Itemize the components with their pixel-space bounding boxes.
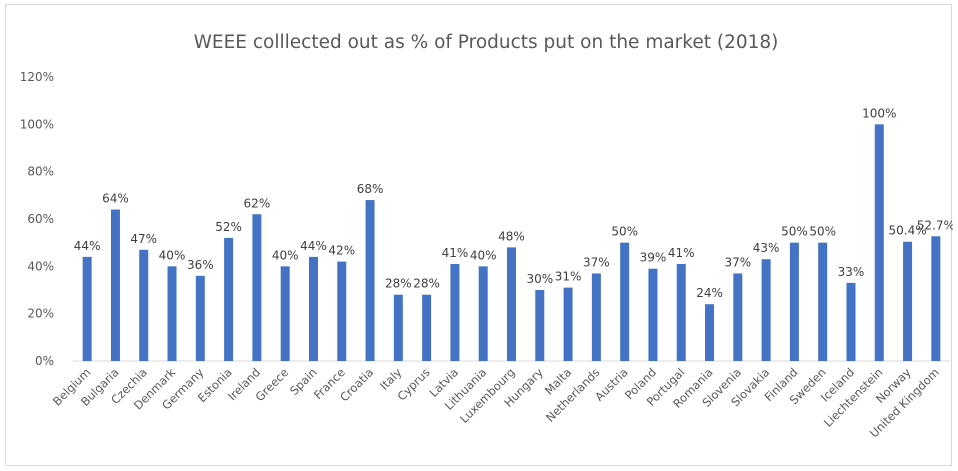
data-label: 43% bbox=[753, 241, 780, 255]
bar bbox=[224, 237, 234, 361]
bar bbox=[450, 263, 460, 361]
data-label: 52% bbox=[215, 220, 242, 234]
data-label: 28% bbox=[385, 277, 412, 291]
bar bbox=[535, 290, 545, 361]
data-labels: 44%64%47%40%36%52%62%40%44% 42%68%28% 28%4… bbox=[74, 106, 953, 300]
bar bbox=[931, 236, 941, 361]
bar bbox=[280, 266, 290, 361]
y-tick-label: 60% bbox=[27, 212, 54, 226]
data-label: 100% bbox=[862, 106, 896, 120]
bar bbox=[563, 287, 573, 361]
bar bbox=[676, 263, 686, 361]
data-label: 40% bbox=[159, 248, 186, 262]
y-tick-label: 40% bbox=[27, 259, 54, 273]
data-label: 44% bbox=[74, 239, 101, 253]
bar bbox=[846, 282, 856, 361]
y-axis-ticks: 0% 20% 40% 60% 80% 100% 120% bbox=[20, 70, 54, 368]
bar bbox=[903, 241, 913, 361]
bar bbox=[82, 256, 92, 361]
data-label: 24% bbox=[696, 286, 723, 300]
data-label: 37% bbox=[724, 255, 751, 269]
data-label: 41% bbox=[668, 246, 695, 260]
data-label: 50% bbox=[809, 225, 836, 239]
bar bbox=[139, 249, 149, 361]
bar bbox=[507, 247, 516, 361]
data-label: 41% bbox=[442, 246, 469, 260]
data-label: 50.4% bbox=[889, 224, 927, 238]
bar bbox=[167, 266, 177, 361]
bar bbox=[365, 200, 375, 361]
bar bbox=[110, 209, 120, 361]
data-label: 31% bbox=[555, 270, 582, 284]
data-label: 44% bbox=[300, 239, 327, 253]
data-label: 47% bbox=[130, 232, 157, 246]
data-label: 48% bbox=[498, 229, 525, 243]
y-tick-label: 80% bbox=[27, 165, 54, 179]
data-label: 40% bbox=[470, 248, 497, 262]
bar bbox=[733, 273, 743, 361]
bar bbox=[648, 268, 658, 361]
data-label: 36% bbox=[187, 258, 214, 272]
chart-frame: WEEE colllected out as % of Products put… bbox=[5, 4, 953, 466]
data-label: 40% bbox=[272, 248, 299, 262]
data-label: 50% bbox=[781, 225, 808, 239]
bar bbox=[620, 242, 630, 361]
bar bbox=[591, 273, 601, 361]
data-label: 68% bbox=[357, 182, 384, 196]
data-label: 33% bbox=[838, 265, 865, 279]
bar-chart: WEEE colllected out as % of Products put… bbox=[20, 32, 953, 440]
chart-title: WEEE colllected out as % of Products put… bbox=[194, 32, 779, 53]
bar bbox=[337, 261, 347, 361]
y-tick-label: 120% bbox=[20, 70, 54, 84]
data-label: 28% bbox=[413, 277, 440, 291]
y-tick-label: 0% bbox=[35, 354, 54, 368]
bar bbox=[478, 266, 488, 361]
bars bbox=[82, 124, 941, 361]
bar bbox=[705, 304, 715, 361]
data-label: 64% bbox=[102, 192, 129, 206]
bar bbox=[393, 294, 403, 361]
bar bbox=[874, 124, 884, 361]
x-axis-ticks: BelgiumBulgariaCzechiaDenmarkGermanyEsto… bbox=[50, 365, 942, 440]
y-tick-label: 100% bbox=[20, 117, 54, 131]
bar bbox=[195, 275, 205, 361]
data-label: 62% bbox=[244, 196, 271, 210]
data-label: 37% bbox=[583, 255, 610, 269]
bar bbox=[308, 256, 318, 361]
bar bbox=[761, 259, 771, 361]
data-label: 42% bbox=[328, 244, 355, 258]
bar bbox=[789, 242, 799, 361]
data-label: 39% bbox=[640, 251, 667, 265]
data-label: 30% bbox=[526, 272, 553, 286]
bar bbox=[252, 214, 262, 361]
bar bbox=[422, 294, 432, 361]
bar bbox=[818, 242, 828, 361]
y-tick-label: 20% bbox=[27, 307, 54, 321]
data-label: 50% bbox=[611, 225, 638, 239]
data-label: 52.7% bbox=[917, 218, 953, 232]
